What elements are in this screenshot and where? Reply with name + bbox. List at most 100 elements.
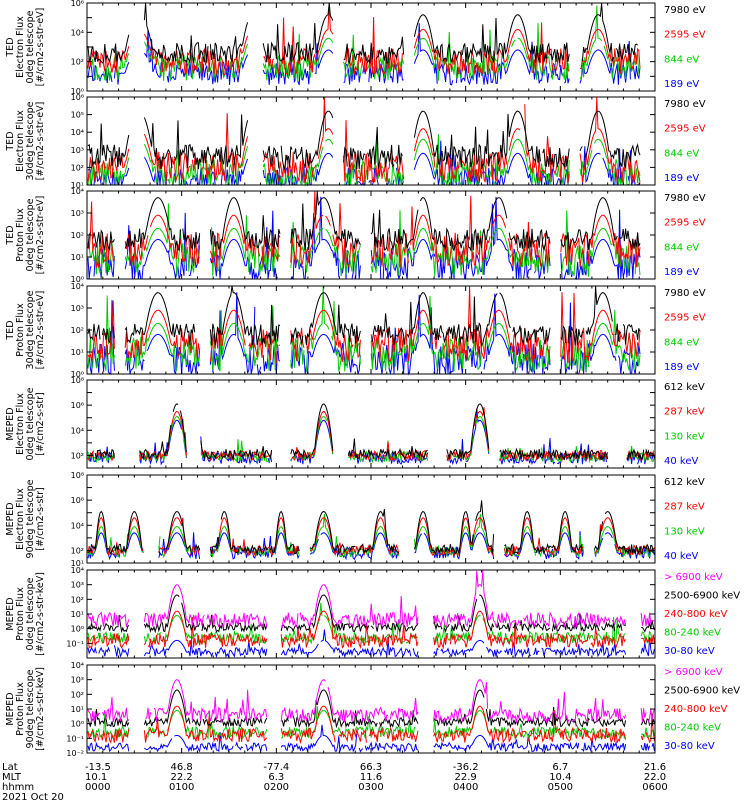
footer-mlt-value: 22.9 bbox=[455, 772, 477, 783]
panel-ylabel-line: 0deg telescope bbox=[25, 387, 36, 460]
y-tick-label: 10¹ bbox=[71, 705, 84, 714]
legend-entry: 2595 eV bbox=[664, 218, 706, 229]
y-tick-label: 10⁸ bbox=[71, 471, 84, 480]
panel-ylabel-line: MEPED bbox=[5, 502, 16, 535]
panel-ylabel-line: 0deg telescope bbox=[25, 10, 36, 83]
panel-frame bbox=[86, 96, 656, 186]
legend-entry: 2595 eV bbox=[664, 313, 706, 324]
panel-ted-p-30: TED Proton Flux 30deg telescope [#/cm2-s-st… bbox=[5, 282, 706, 379]
y-tick-label: 10¹ bbox=[71, 253, 84, 262]
y-tick-label: 10² bbox=[71, 231, 84, 240]
footer-hhmm-value: 0300 bbox=[358, 782, 383, 793]
panel-ylabel-line: Proton Flux bbox=[15, 587, 26, 641]
footer-mlt-value: 10.4 bbox=[549, 772, 571, 783]
legend-entry: 7980 eV bbox=[664, 5, 706, 16]
y-tick-label: 10⁶ bbox=[71, 0, 84, 8]
legend-entry: 30-80 keV bbox=[664, 741, 715, 752]
y-tick-label: 10⁶ bbox=[71, 401, 84, 410]
panel-ylabel-line: [#/cm2-s-str-keV] bbox=[35, 667, 46, 751]
panels: TED Electron Flux 0deg telescope [#/cm2-s-s… bbox=[5, 0, 740, 758]
y-tick-label: 10⁴ bbox=[71, 661, 84, 670]
series-trace-0 bbox=[87, 190, 641, 252]
footer-mlt-value: 11.6 bbox=[360, 772, 382, 783]
panel-ylabel-line: MEPED bbox=[5, 597, 16, 630]
panel-ylabel-line: 90deg telescope bbox=[25, 669, 36, 748]
y-tick-label: 10¹ bbox=[71, 181, 84, 190]
y-tick-label: 10⁸ bbox=[71, 376, 84, 385]
y-tick-label: 10³ bbox=[71, 676, 84, 685]
footer-hhmm-value: 0500 bbox=[548, 782, 573, 793]
footer-lat-value: -77.4 bbox=[263, 762, 289, 773]
panel-ylabel-line: TED bbox=[5, 225, 16, 245]
panel-ylabel-line: [#/cm2-s-str-eV] bbox=[35, 291, 46, 370]
series-trace-3 bbox=[87, 292, 641, 376]
footer-hhmm-value: 0100 bbox=[169, 782, 194, 793]
panel-ylabel-line: 0deg telescope bbox=[25, 577, 36, 650]
y-tick-label: 10⁰ bbox=[71, 87, 84, 96]
y-tick-label: 10⁻² bbox=[66, 749, 84, 758]
y-tick-label: 10² bbox=[71, 163, 84, 172]
legend-entry: 7980 eV bbox=[664, 288, 706, 299]
series-trace-0 bbox=[87, 285, 641, 347]
footer-mlt-value: 6.3 bbox=[268, 772, 284, 783]
legend-entry: 240-800 keV bbox=[664, 609, 728, 620]
legend-entry: 40 keV bbox=[664, 551, 698, 562]
legend-entry: 40 keV bbox=[664, 456, 698, 467]
y-tick-label: 10⁵ bbox=[71, 111, 84, 120]
y-tick-label: 10⁶ bbox=[71, 496, 84, 505]
legend-entry: 2595 eV bbox=[664, 124, 706, 135]
y-tick-label: 10⁰ bbox=[71, 720, 84, 729]
series-trace-1 bbox=[87, 285, 641, 363]
series-trace-1 bbox=[87, 594, 655, 634]
y-tick-label: 10⁴ bbox=[71, 426, 84, 435]
panel-ylabel-line: Electron Flux bbox=[15, 16, 26, 78]
legend-entry: 130 keV bbox=[664, 431, 705, 442]
panel-ylabel-line: Proton Flux bbox=[15, 682, 26, 736]
series-trace-2 bbox=[87, 203, 641, 277]
series-trace-4 bbox=[87, 724, 655, 753]
panel-ylabel-line: Proton Flux bbox=[15, 303, 26, 357]
legend-entry: 240-800 keV bbox=[664, 704, 728, 715]
legend-entry: 287 keV bbox=[664, 502, 705, 513]
panel-ted-p-0: TED Proton Flux 0deg telescope [#/cm2-s-str… bbox=[5, 187, 706, 284]
y-tick-label: 10² bbox=[71, 451, 84, 460]
footer-lat-value: 6.7 bbox=[552, 762, 568, 773]
footer-lat-value: 66.3 bbox=[360, 762, 382, 773]
footer-hhmm-value: 0000 bbox=[85, 782, 110, 793]
panel-ylabel-line: [#/cm2-s-str] bbox=[35, 392, 46, 455]
series-trace-1 bbox=[87, 2, 641, 77]
y-tick-label: 10⁻¹ bbox=[66, 734, 84, 743]
legend-entry: 612 keV bbox=[664, 382, 705, 393]
legend-entry: 130 keV bbox=[664, 526, 705, 537]
y-tick-label: 10² bbox=[71, 326, 84, 335]
y-tick-label: 10³ bbox=[71, 304, 84, 313]
panel-ylabel-line: [#/cm2-s-str-eV] bbox=[35, 196, 46, 275]
panel-ylabel-line: Electron Flux bbox=[15, 110, 26, 172]
panel-ylabel-line: 30deg telescope bbox=[25, 290, 36, 369]
series-trace-0 bbox=[87, 679, 655, 724]
panel-ylabel-line: [#/cm2-s-str-keV] bbox=[35, 572, 46, 656]
panel-ylabel-line: [#/cm2-s-str-eV] bbox=[35, 102, 46, 181]
legend-entry: 80-240 keV bbox=[664, 723, 721, 734]
panel-meped-e-90: MEPED Electron Flux 90deg telescope [#/cm2-… bbox=[5, 471, 705, 568]
series-trace-0 bbox=[88, 3, 640, 63]
legend-entry: 189 eV bbox=[664, 362, 699, 373]
footer-label-mlt: MLT bbox=[2, 772, 22, 783]
legend-entry: 2500-6900 keV bbox=[664, 686, 740, 697]
y-tick-label: 10⁴ bbox=[71, 566, 84, 575]
footer-date: 2021 Oct 20 bbox=[2, 792, 64, 800]
panel-ylabel-line: MEPED bbox=[5, 692, 16, 725]
y-tick-label: 10⁴ bbox=[71, 128, 84, 137]
legend-entry: 287 keV bbox=[664, 407, 705, 418]
legend-entry: 844 eV bbox=[664, 337, 699, 348]
footer-lat-value: -13.5 bbox=[85, 762, 111, 773]
y-tick-label: 10⁴ bbox=[71, 282, 84, 291]
footer-mlt-value: 10.1 bbox=[85, 772, 107, 783]
series-trace-0 bbox=[87, 570, 655, 629]
panel-ted-e-30: TED Electron Flux 30deg telescope [#/cm2-s-… bbox=[5, 93, 706, 190]
y-tick-label: 10³ bbox=[71, 581, 84, 590]
y-tick-label: 10² bbox=[71, 546, 84, 555]
series-trace-0 bbox=[90, 403, 655, 461]
panel-ylabel-line: TED bbox=[5, 320, 16, 340]
